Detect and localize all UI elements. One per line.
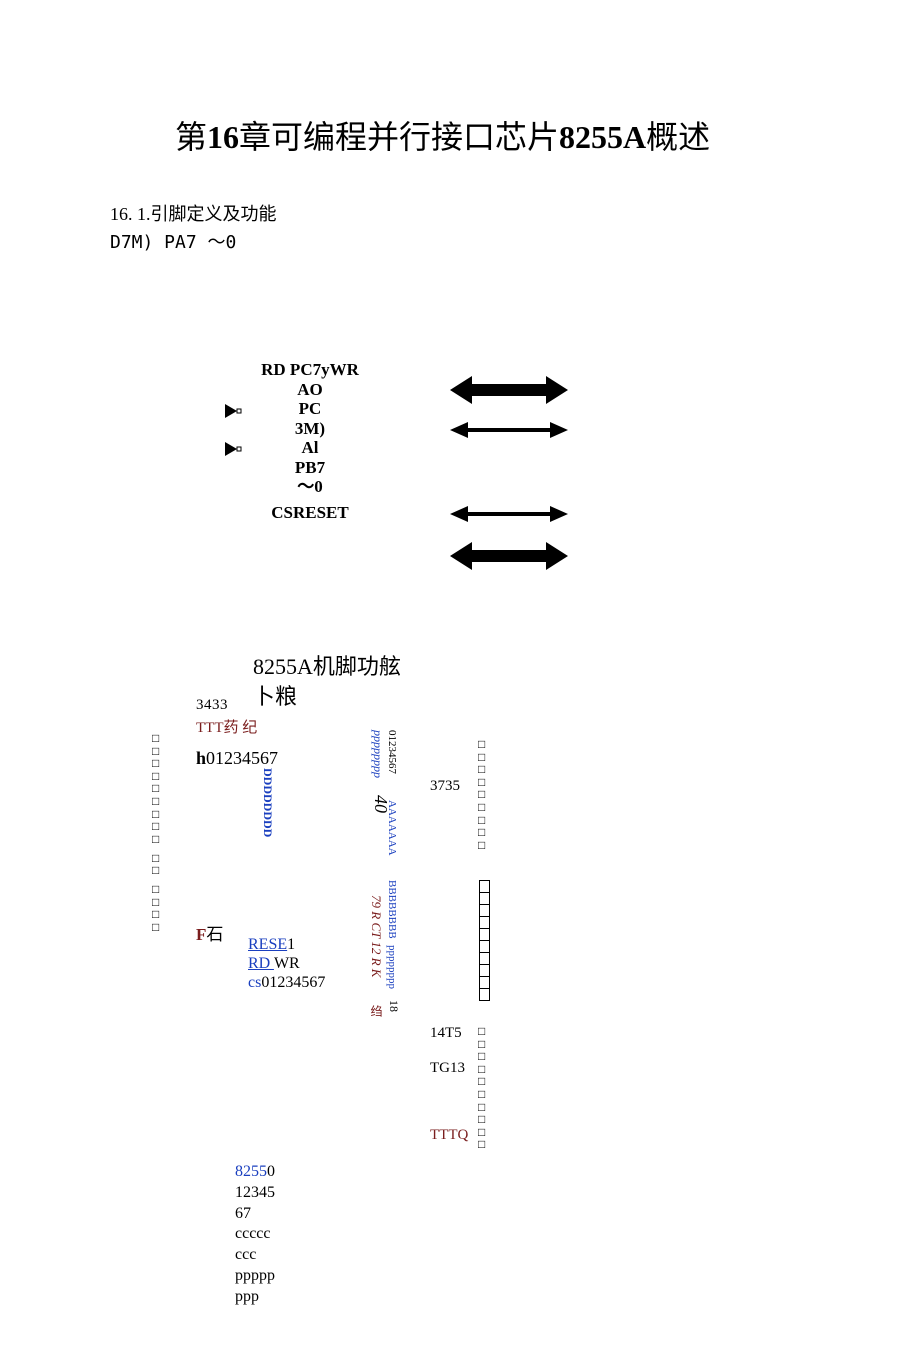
bidirectional-arrows-icon: [450, 376, 580, 586]
ttt-label: TTT药 纪: [196, 716, 257, 737]
pin-function-l1: 8255A机脚功舷: [253, 652, 401, 682]
arrows-group: [450, 376, 580, 591]
p-vertical: pppppppp: [370, 730, 385, 778]
num-3433: 3433: [196, 697, 228, 714]
diagram-line: 〜0: [245, 477, 375, 497]
diagram-line: PB7: [245, 458, 375, 478]
eighteen-vertical: 18: [386, 1000, 401, 1012]
num-3735: 3735: [430, 778, 460, 795]
square-col-upper: □□□□□□□□□ □□ □□□□: [152, 732, 159, 934]
num-vertical: 01234567: [386, 730, 398, 774]
rese-block: RESE1 RD WR cs01234567: [248, 935, 325, 993]
p2-vertical: pppppppp: [386, 945, 398, 989]
pin-function-l2: 卜粮: [253, 682, 401, 712]
rct-vertical: 79 R CT 12 R K: [368, 895, 384, 977]
title-chip: 8255A: [559, 119, 646, 155]
diagram-text-column: RD PC7yWR AO PC 3M) Al PB7 〜0 CSRESET: [245, 360, 375, 522]
h0-label: h01234567: [196, 748, 278, 769]
square-col-right-lower: □□□□□□□□□□: [478, 1025, 485, 1151]
ddd-vertical: DDDDDDDD: [260, 768, 275, 837]
bottom-block: 82550 12345 67 ccccc ccc ppppp ppp: [235, 1162, 295, 1308]
diagram-line: PC: [245, 399, 375, 419]
square-col-right-upper: □□□□□□□□□: [478, 738, 485, 851]
b-vertical: BBBBBBBB: [386, 880, 398, 939]
diagram-line: CSRESET: [245, 503, 375, 523]
triangle-marker-icon: [225, 404, 243, 418]
num-14t5: 14T5: [430, 1025, 465, 1042]
diagram-line: AO: [245, 380, 375, 400]
section-heading: 16. 1.引脚定义及功能: [110, 200, 277, 226]
diagram-line: 3M): [245, 419, 375, 439]
yao-vertical: 绉: [368, 1005, 385, 1017]
f-stone: F石: [196, 920, 223, 945]
tg13: TG13: [430, 1060, 465, 1077]
diagram-line: Al: [245, 438, 375, 458]
chapter-title: 第16章可编程并行接口芯片8255A概述: [175, 115, 735, 160]
title-suffix: 概述: [646, 119, 710, 155]
subline-text: D7M) PA7 〜0: [110, 228, 236, 254]
thin-rect-col: [479, 880, 490, 1001]
a-vertical: AAAAAAA: [386, 800, 398, 856]
triangle-marker-icon: [225, 442, 243, 456]
title-num: 16: [207, 119, 239, 155]
diagram-line: RD PC7yWR: [245, 360, 375, 380]
pin-function-label: 8255A机脚功舷 卜粮: [253, 652, 401, 711]
tttq: TTTQ: [430, 1127, 455, 1144]
title-prefix: 第: [175, 119, 207, 155]
title-mid: 章可编程并行接口芯片: [239, 119, 559, 155]
